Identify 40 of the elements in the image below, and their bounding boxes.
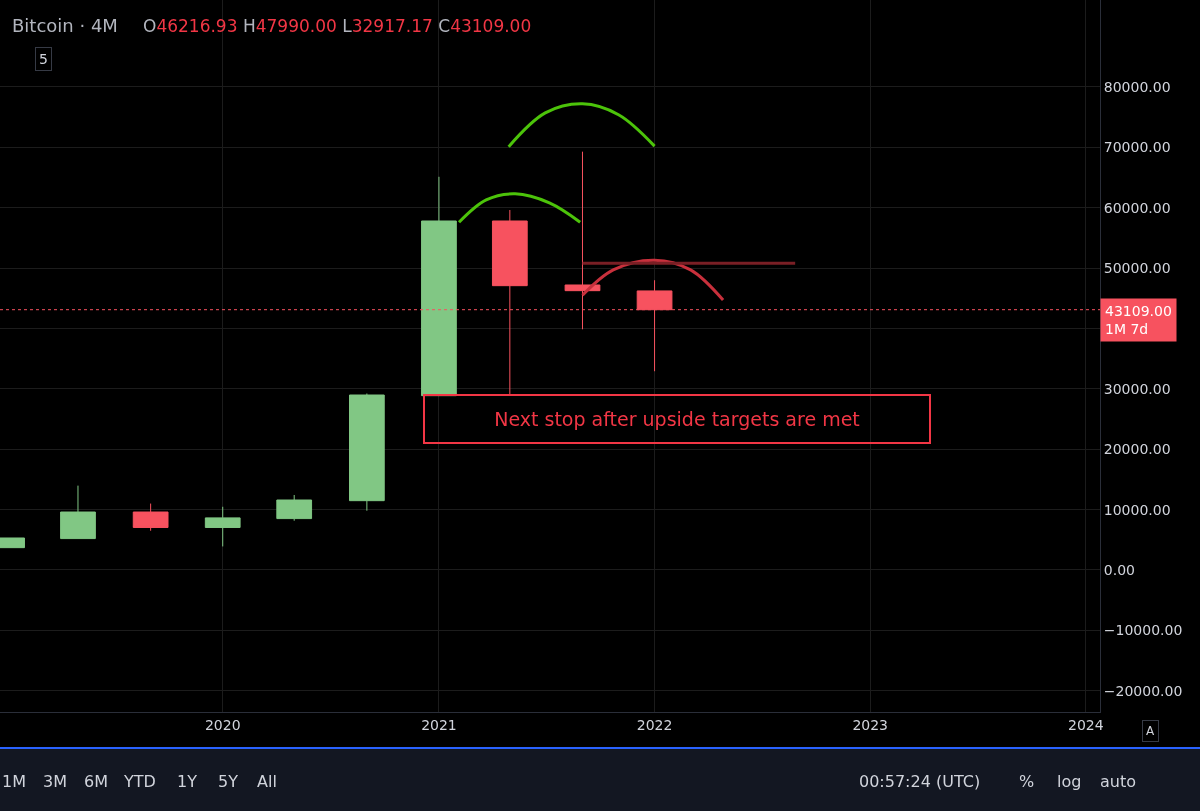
text: A	[1146, 724, 1155, 738]
line-series	[507, 102, 657, 149]
line-series	[457, 192, 582, 224]
y-tick-label: 80000.00	[1103, 78, 1171, 95]
x-tick-label: 2023	[852, 716, 889, 733]
candlestick	[132, 503, 169, 532]
candlestick	[349, 393, 385, 512]
text: auto	[1100, 772, 1137, 791]
candlestick	[421, 176, 457, 397]
candlestick	[204, 506, 241, 547]
text: %	[1019, 772, 1035, 791]
y-tick-label: 60000.00	[1103, 199, 1171, 216]
y-tick-label: 0.00	[1103, 561, 1135, 578]
text: 6M	[84, 772, 108, 791]
text: 3M	[43, 772, 67, 791]
y-tick-label: 30000.00	[1103, 380, 1171, 397]
text: 5Y	[218, 772, 239, 791]
ref-line-label: 43109.00 1M 7d	[1105, 303, 1172, 338]
y-tick-label: −20000.00	[1103, 682, 1183, 699]
x-tick-label: 2020	[204, 716, 241, 733]
y-tick-label: 70000.00	[1103, 139, 1171, 156]
text: All	[257, 772, 277, 791]
text: 00:57:24 (UTC)	[859, 772, 981, 791]
x-tick-label: 2022	[636, 716, 673, 733]
x-tick-label: 2021	[421, 716, 457, 733]
text: 1M	[2, 772, 26, 791]
annotation: 5	[39, 51, 48, 67]
text: YTD	[123, 772, 156, 791]
candlestick	[276, 494, 313, 522]
annotation: O46216.93 H47990.00 L32917.17 C43109.00	[143, 16, 532, 36]
y-tick-label: 10000.00	[1103, 501, 1171, 518]
x-tick-label: 2024	[1068, 716, 1104, 733]
y-tick-label: −10000.00	[1103, 622, 1183, 639]
candlestick	[60, 485, 96, 540]
y-tick-label: 50000.00	[1103, 259, 1171, 276]
text: log	[1057, 772, 1082, 791]
text: Bitcoin · 4M	[12, 15, 118, 37]
y-tick-label: 20000.00	[1103, 441, 1171, 458]
annotation: Next stop after upside targets are met	[494, 408, 860, 430]
text: 1Y	[177, 772, 198, 791]
